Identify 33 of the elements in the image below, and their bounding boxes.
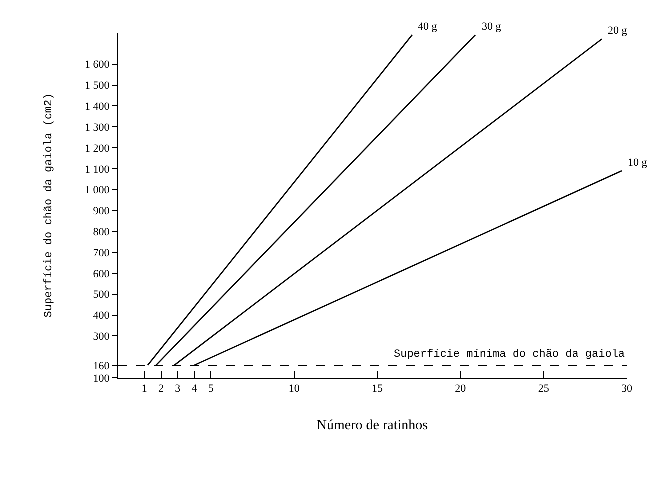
y-tick-label: 500 xyxy=(93,289,110,302)
y-tick-label: 900 xyxy=(93,206,110,218)
y-tick-label: 600 xyxy=(93,268,110,280)
y-tick-label: 800 xyxy=(93,226,110,238)
y-tick-label: 1 400 xyxy=(85,101,110,114)
y-tick-label: 1 200 xyxy=(85,142,110,155)
y-tick-label: 1 500 xyxy=(85,80,110,92)
y-tick-label: 400 xyxy=(93,310,110,322)
y-tick-label: 1 000 xyxy=(85,184,110,197)
y-tick-label: 160 xyxy=(93,360,110,372)
series-label: 40 g xyxy=(418,21,438,33)
series-label: 30 g xyxy=(482,21,502,33)
x-tick-label: 4 xyxy=(192,383,198,396)
x-tick-label: 15 xyxy=(372,383,384,396)
x-tick-label: 20 xyxy=(455,383,467,396)
series-label: 10 g xyxy=(628,157,648,169)
y-tick-label: 300 xyxy=(93,331,110,344)
x-tick-label: 30 xyxy=(622,383,633,396)
x-tick-label: 2 xyxy=(158,383,164,396)
x-tick-label: 3 xyxy=(175,383,182,396)
y-axis-title: Superfície do chão da gaiola (cm2) xyxy=(44,93,56,318)
ref-line-label: Superfície mínima do chão da gaiola xyxy=(394,349,626,361)
x-tick-label: 10 xyxy=(288,383,300,396)
x-tick-label: 25 xyxy=(538,383,550,396)
y-tick-label: 700 xyxy=(93,247,110,260)
y-tick-label: 1 600 xyxy=(85,59,110,72)
y-tick-label: 1 100 xyxy=(85,164,110,176)
x-tick-label: 1 xyxy=(142,383,148,396)
x-tick-label: 5 xyxy=(208,383,214,396)
x-axis-title: Número de ratinhos xyxy=(316,418,428,434)
y-tick-label: 1 300 xyxy=(85,122,110,134)
y-tick-label: 100 xyxy=(93,372,110,385)
series-label: 20 g xyxy=(608,25,628,37)
